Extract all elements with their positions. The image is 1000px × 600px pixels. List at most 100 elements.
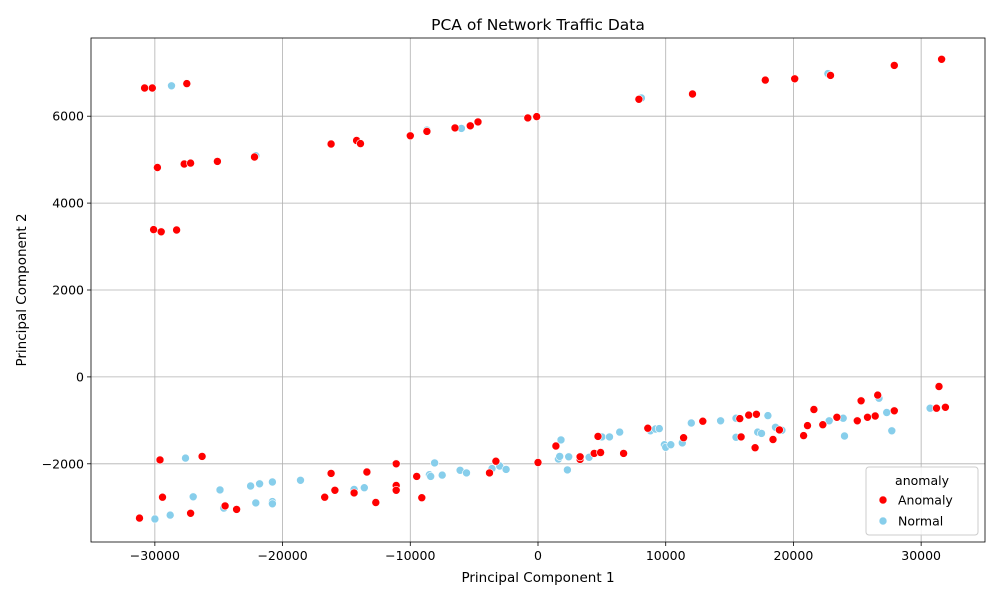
data-point-normal <box>882 408 892 417</box>
data-point-normal <box>167 81 176 91</box>
data-point-anomaly <box>889 61 899 70</box>
data-point-anomaly <box>736 432 746 442</box>
data-point-normal <box>268 499 277 509</box>
data-point-normal <box>462 468 471 478</box>
data-point-normal <box>615 427 625 437</box>
data-point-anomaly <box>760 75 770 85</box>
data-point-anomaly <box>735 414 745 423</box>
data-point-anomaly <box>158 492 167 502</box>
data-point-anomaly <box>790 74 800 84</box>
data-point-anomaly <box>596 448 605 457</box>
data-point-normal <box>555 452 565 461</box>
data-point-normal <box>824 416 834 426</box>
data-point-normal <box>181 453 190 463</box>
data-point-anomaly <box>832 412 842 422</box>
data-point-normal <box>437 470 447 480</box>
data-point-anomaly <box>870 411 880 421</box>
data-point-anomaly <box>643 423 653 433</box>
data-point-anomaly <box>533 458 543 467</box>
data-point-normal <box>763 411 773 420</box>
data-point-anomaly <box>320 492 330 502</box>
x-tick-label: 20000 <box>774 548 814 563</box>
data-point-anomaly <box>155 455 165 465</box>
data-point-normal <box>563 465 572 475</box>
data-point-anomaly <box>197 452 207 461</box>
data-point-anomaly <box>362 467 372 477</box>
data-point-anomaly <box>934 382 944 391</box>
data-point-anomaly <box>551 441 561 451</box>
data-point-anomaly <box>148 83 157 93</box>
data-point-normal <box>501 465 511 474</box>
data-point-normal <box>556 435 566 445</box>
data-point-anomaly <box>153 163 162 172</box>
data-point-anomaly <box>775 425 784 435</box>
data-point-anomaly <box>356 139 365 148</box>
data-point-anomaly <box>391 459 401 469</box>
data-point-normal <box>268 477 277 487</box>
legend-marker-normal <box>878 516 888 526</box>
legend-label-normal: Normal <box>898 514 943 529</box>
data-point-normal <box>887 426 897 436</box>
data-point-anomaly <box>330 485 340 495</box>
data-point-normal <box>215 485 225 495</box>
data-point-anomaly <box>532 112 542 121</box>
data-point-anomaly <box>941 402 950 412</box>
x-tick-label: 30000 <box>901 548 941 563</box>
data-point-anomaly <box>250 152 259 162</box>
data-point-anomaly <box>149 225 158 234</box>
x-tick-label: −20000 <box>257 548 307 563</box>
data-point-normal <box>251 498 261 508</box>
data-point-anomaly <box>450 123 460 133</box>
data-point-anomaly <box>803 421 812 430</box>
data-point-normal <box>426 472 436 481</box>
data-point-anomaly <box>889 406 899 416</box>
data-point-anomaly <box>688 89 697 99</box>
data-point-anomaly <box>809 405 819 414</box>
data-point-anomaly <box>698 416 708 426</box>
data-point-normal <box>654 424 664 433</box>
data-point-anomaly <box>371 498 381 507</box>
data-point-anomaly <box>752 409 761 419</box>
data-point-normal <box>757 429 766 438</box>
data-point-anomaly <box>575 452 585 462</box>
series-anomaly <box>135 54 950 523</box>
legend-label-anomaly: Anomaly <box>898 493 953 508</box>
x-tick-label: −10000 <box>385 548 435 563</box>
data-point-anomaly <box>135 513 144 523</box>
data-point-anomaly <box>156 227 166 237</box>
axis-ticks: −30000 −20000 −10000 0 10000 20000 30000−20000… <box>42 109 941 563</box>
x-axis-label: Principal Component 1 <box>461 570 614 586</box>
data-point-anomaly <box>391 485 401 495</box>
data-point-anomaly <box>932 403 941 413</box>
data-point-anomaly <box>326 139 336 149</box>
x-tick-label: 0 <box>534 548 542 563</box>
data-point-anomaly <box>140 83 149 93</box>
data-point-anomaly <box>186 158 195 168</box>
data-point-anomaly <box>593 432 603 441</box>
data-point-anomaly <box>873 390 883 400</box>
data-point-normal <box>188 492 198 502</box>
data-point-anomaly <box>852 416 862 426</box>
y-tick-label: 4000 <box>52 196 84 211</box>
x-tick-label: −30000 <box>130 548 180 563</box>
data-point-anomaly <box>349 488 359 498</box>
data-point-anomaly <box>422 127 432 136</box>
y-tick-label: 2000 <box>52 283 84 298</box>
x-tick-label: 10000 <box>646 548 686 563</box>
data-point-anomaly <box>937 54 946 64</box>
data-point-normal <box>840 431 849 441</box>
data-point-anomaly <box>491 456 501 466</box>
data-point-anomaly <box>220 501 230 511</box>
data-point-anomaly <box>172 225 181 235</box>
data-point-normal <box>605 432 614 442</box>
legend-title: anomaly <box>895 473 950 488</box>
y-tick-label: 6000 <box>52 109 84 124</box>
data-point-anomaly <box>679 433 688 443</box>
data-point-anomaly <box>744 410 754 420</box>
data-point-anomaly <box>232 505 241 514</box>
data-point-normal <box>296 475 305 485</box>
data-point-anomaly <box>473 117 483 127</box>
data-point-anomaly <box>213 157 222 166</box>
